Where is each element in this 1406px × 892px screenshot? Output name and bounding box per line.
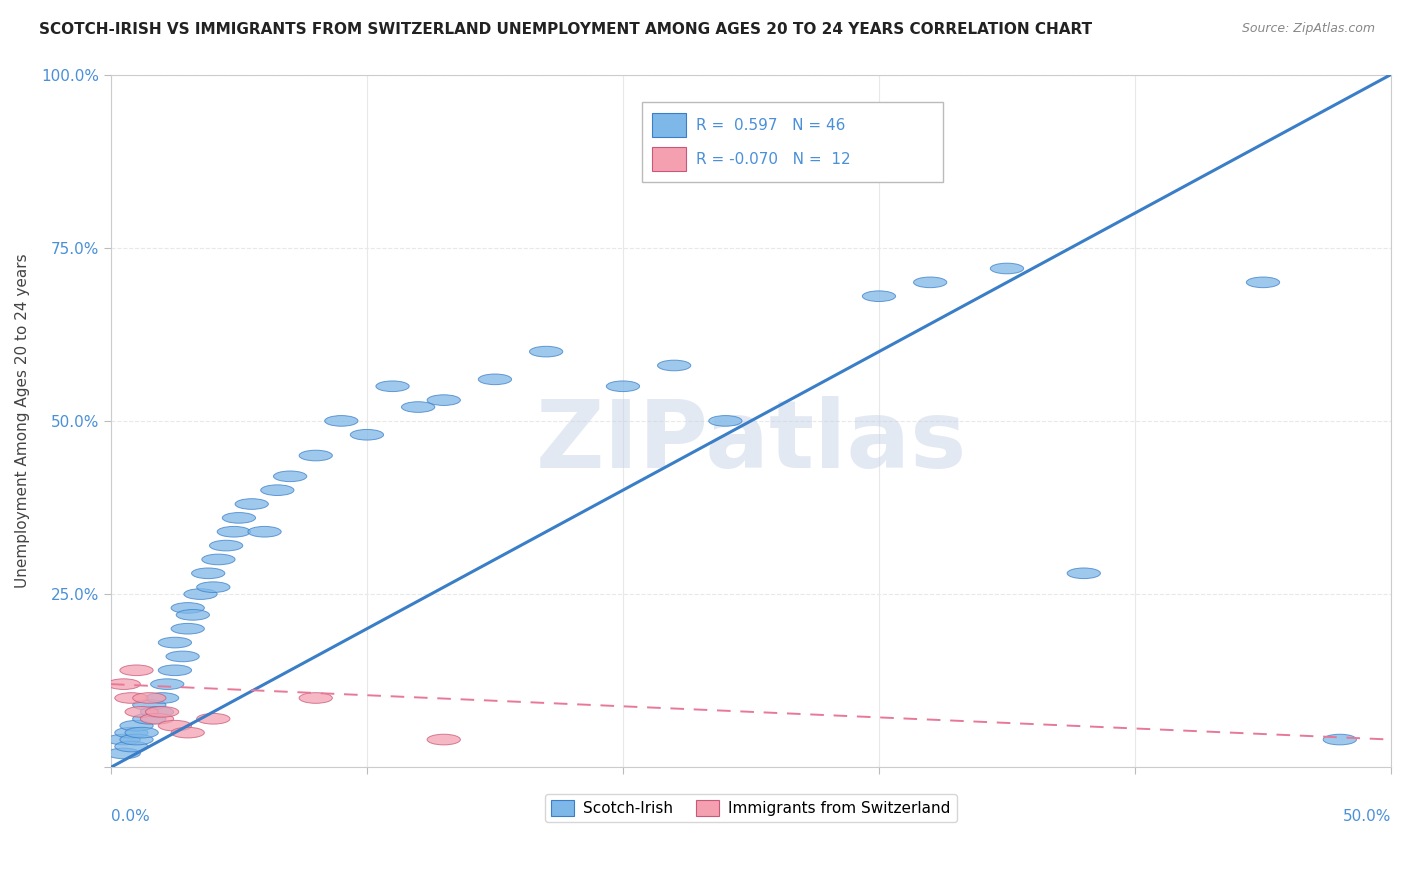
- FancyBboxPatch shape: [643, 103, 943, 182]
- Ellipse shape: [274, 471, 307, 482]
- Ellipse shape: [202, 554, 235, 565]
- Ellipse shape: [115, 727, 148, 738]
- Ellipse shape: [145, 706, 179, 717]
- Ellipse shape: [375, 381, 409, 392]
- Ellipse shape: [402, 401, 434, 412]
- Y-axis label: Unemployment Among Ages 20 to 24 years: Unemployment Among Ages 20 to 24 years: [15, 253, 30, 588]
- Ellipse shape: [166, 651, 200, 662]
- Ellipse shape: [172, 603, 204, 614]
- Ellipse shape: [132, 693, 166, 703]
- Ellipse shape: [658, 360, 690, 371]
- Ellipse shape: [530, 346, 562, 357]
- Text: 0.0%: 0.0%: [111, 809, 149, 824]
- Ellipse shape: [862, 291, 896, 301]
- Ellipse shape: [606, 381, 640, 392]
- FancyBboxPatch shape: [652, 146, 686, 170]
- Text: ZIPatlas: ZIPatlas: [536, 396, 967, 488]
- Text: R = -0.070   N =  12: R = -0.070 N = 12: [696, 152, 851, 167]
- Text: SCOTCH-IRISH VS IMMIGRANTS FROM SWITZERLAND UNEMPLOYMENT AMONG AGES 20 TO 24 YEA: SCOTCH-IRISH VS IMMIGRANTS FROM SWITZERL…: [39, 22, 1092, 37]
- Ellipse shape: [125, 727, 159, 738]
- Text: R =  0.597   N = 46: R = 0.597 N = 46: [696, 118, 845, 133]
- Ellipse shape: [159, 637, 191, 648]
- Ellipse shape: [125, 706, 159, 717]
- Ellipse shape: [427, 395, 460, 406]
- Ellipse shape: [159, 721, 191, 731]
- Ellipse shape: [107, 748, 141, 759]
- Ellipse shape: [107, 734, 141, 745]
- Ellipse shape: [132, 714, 166, 724]
- Text: 50.0%: 50.0%: [1343, 809, 1391, 824]
- Ellipse shape: [209, 541, 243, 551]
- Ellipse shape: [325, 416, 359, 426]
- Ellipse shape: [235, 499, 269, 509]
- Ellipse shape: [120, 721, 153, 731]
- Ellipse shape: [132, 699, 166, 710]
- Ellipse shape: [120, 734, 153, 745]
- Ellipse shape: [115, 741, 148, 752]
- Ellipse shape: [141, 714, 173, 724]
- Ellipse shape: [217, 526, 250, 537]
- Ellipse shape: [150, 679, 184, 690]
- Ellipse shape: [427, 734, 460, 745]
- Ellipse shape: [197, 582, 231, 592]
- Ellipse shape: [115, 693, 148, 703]
- Ellipse shape: [350, 429, 384, 440]
- Ellipse shape: [141, 706, 173, 717]
- Ellipse shape: [990, 263, 1024, 274]
- Ellipse shape: [107, 679, 141, 690]
- Ellipse shape: [299, 693, 332, 703]
- Ellipse shape: [222, 513, 256, 524]
- Ellipse shape: [145, 693, 179, 703]
- Ellipse shape: [191, 568, 225, 579]
- Ellipse shape: [120, 665, 153, 675]
- Ellipse shape: [260, 485, 294, 495]
- FancyBboxPatch shape: [652, 112, 686, 136]
- Ellipse shape: [1067, 568, 1101, 579]
- Legend: Scotch-Irish, Immigrants from Switzerland: Scotch-Irish, Immigrants from Switzerlan…: [546, 794, 957, 822]
- Ellipse shape: [247, 526, 281, 537]
- Ellipse shape: [914, 277, 946, 288]
- Text: Source: ZipAtlas.com: Source: ZipAtlas.com: [1241, 22, 1375, 36]
- Ellipse shape: [172, 624, 204, 634]
- Ellipse shape: [184, 589, 217, 599]
- Ellipse shape: [709, 416, 742, 426]
- Ellipse shape: [1246, 277, 1279, 288]
- Ellipse shape: [478, 374, 512, 384]
- Ellipse shape: [197, 714, 231, 724]
- Ellipse shape: [1323, 734, 1357, 745]
- Ellipse shape: [159, 665, 191, 675]
- Ellipse shape: [299, 450, 332, 461]
- Ellipse shape: [176, 609, 209, 620]
- Ellipse shape: [172, 727, 204, 738]
